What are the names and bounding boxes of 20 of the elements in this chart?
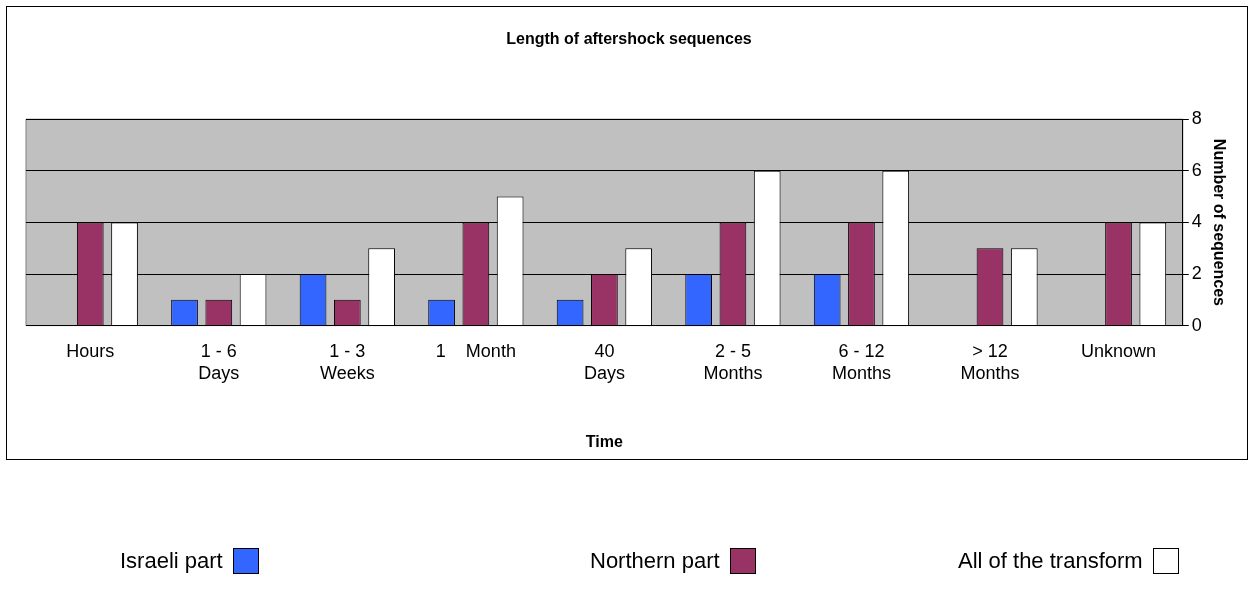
x-axis-title: Time (585, 432, 624, 450)
legend-label: All of the transform (958, 548, 1143, 574)
x-tick-label: 1 Month (435, 341, 516, 362)
x-tick-label: > 12 Months (960, 341, 1020, 383)
x-tick-label: 1 - 6 Days (198, 341, 240, 383)
x-tick-label: 40 Days (583, 341, 625, 383)
y-tick-label: 6 (1191, 159, 1202, 180)
legend-label: Northern part (590, 548, 720, 574)
y-tick-label: 2 (1191, 262, 1202, 283)
y-tick-label: 0 (1191, 314, 1202, 335)
chart-title: Length of aftershock sequences (506, 30, 752, 48)
legend-label: Israeli part (120, 548, 223, 574)
x-tick-label: 6 - 12 Months (831, 341, 891, 383)
y-tick-label: 4 (1191, 211, 1202, 232)
x-tick-label: 2 - 5 Months (703, 341, 763, 383)
x-tick-label: 1 - 3 Weeks (319, 341, 375, 383)
y-tick-label: 8 (1191, 108, 1202, 129)
x-tick-label: Unknown (1081, 341, 1157, 362)
x-tick-label: Hours (66, 341, 115, 362)
y-axis-title: Number of sequences (1210, 138, 1228, 307)
